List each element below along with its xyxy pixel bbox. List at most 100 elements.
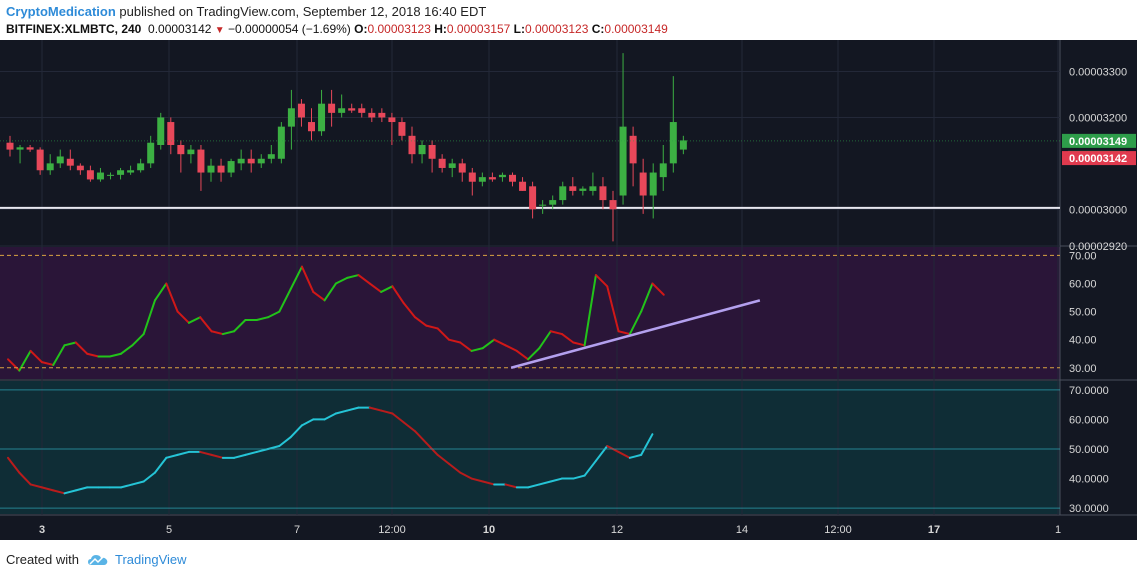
candle[interactable] bbox=[26, 145, 34, 152]
tradingview-link[interactable]: TradingView bbox=[114, 552, 187, 567]
candle[interactable] bbox=[257, 154, 265, 168]
candle[interactable] bbox=[96, 167, 104, 182]
time-tick-label: 12 bbox=[611, 524, 623, 536]
candle[interactable] bbox=[609, 190, 617, 242]
candle[interactable] bbox=[458, 158, 466, 182]
candle[interactable] bbox=[127, 165, 135, 175]
candle[interactable] bbox=[579, 186, 587, 196]
candle[interactable] bbox=[76, 163, 84, 175]
candle[interactable] bbox=[398, 117, 406, 141]
candle[interactable] bbox=[348, 103, 356, 113]
candle[interactable] bbox=[388, 112, 396, 145]
candle[interactable] bbox=[66, 149, 74, 171]
candle[interactable] bbox=[187, 145, 195, 164]
stoch-line-segment bbox=[153, 456, 168, 474]
candle[interactable] bbox=[86, 165, 94, 182]
candle[interactable] bbox=[559, 181, 567, 205]
candle[interactable] bbox=[368, 108, 376, 123]
candle[interactable] bbox=[297, 99, 305, 127]
candle[interactable] bbox=[529, 181, 537, 219]
stoch-tick-label: 50.0000 bbox=[1069, 444, 1109, 456]
candle-body bbox=[679, 140, 687, 150]
candle-body bbox=[217, 165, 225, 173]
candle-body bbox=[96, 172, 104, 180]
candle[interactable] bbox=[207, 158, 215, 182]
candle-body bbox=[378, 112, 386, 118]
candle[interactable] bbox=[157, 112, 165, 150]
candle[interactable] bbox=[448, 158, 456, 178]
candle[interactable] bbox=[287, 89, 295, 150]
candle[interactable] bbox=[649, 163, 657, 219]
candle[interactable] bbox=[539, 200, 547, 214]
candle[interactable] bbox=[237, 149, 245, 171]
candle[interactable] bbox=[197, 145, 205, 191]
rsi-line-segment bbox=[63, 341, 77, 347]
candle[interactable] bbox=[488, 172, 496, 182]
chart-area[interactable]: 0.00003300 0.00003200 0.00003000 0.00002920… bbox=[0, 0, 1137, 540]
candle[interactable] bbox=[509, 172, 516, 187]
candle[interactable] bbox=[247, 149, 255, 173]
candle[interactable] bbox=[277, 122, 285, 164]
rsi-line-segment bbox=[86, 352, 100, 358]
candle[interactable] bbox=[177, 140, 185, 173]
candle[interactable] bbox=[227, 158, 235, 178]
candle[interactable] bbox=[308, 108, 315, 141]
last-price: 0.00003142 bbox=[148, 22, 212, 36]
candle[interactable] bbox=[679, 135, 687, 155]
candle[interactable] bbox=[478, 172, 486, 187]
rsi-trendline[interactable] bbox=[510, 299, 761, 369]
candle[interactable] bbox=[16, 145, 24, 164]
candle[interactable] bbox=[549, 195, 557, 210]
candle[interactable] bbox=[669, 76, 677, 173]
candle[interactable] bbox=[137, 158, 145, 173]
candle[interactable] bbox=[117, 167, 125, 180]
symbol-name[interactable]: BITFINEX:XLMBTC bbox=[6, 22, 115, 36]
candle[interactable] bbox=[428, 140, 436, 173]
stoch-line-segment bbox=[278, 436, 292, 448]
candle-body bbox=[619, 126, 627, 196]
candle[interactable] bbox=[338, 94, 346, 118]
rsi-line-segment bbox=[357, 274, 371, 285]
candle[interactable] bbox=[569, 177, 577, 196]
interval[interactable]: 240 bbox=[121, 22, 142, 36]
candle[interactable] bbox=[36, 147, 44, 175]
stoch-line-segment bbox=[368, 406, 383, 412]
candle-body bbox=[297, 103, 305, 118]
candle[interactable] bbox=[318, 89, 326, 136]
time-tick-label: 14 bbox=[736, 524, 748, 536]
candle[interactable] bbox=[6, 135, 14, 157]
candle[interactable] bbox=[358, 103, 366, 118]
candle[interactable] bbox=[418, 140, 426, 164]
close-price-label: 0.00003149 bbox=[1069, 136, 1127, 148]
open-value: 0.00003123 bbox=[367, 22, 431, 36]
author-link[interactable]: CryptoMedication bbox=[6, 4, 116, 19]
candle[interactable] bbox=[167, 117, 175, 155]
rsi-line-segment bbox=[153, 282, 168, 302]
candle[interactable] bbox=[408, 126, 416, 164]
candle[interactable] bbox=[599, 177, 607, 210]
candle[interactable] bbox=[217, 158, 225, 182]
candle[interactable] bbox=[267, 145, 275, 164]
rsi-line-segment bbox=[323, 282, 337, 302]
candle[interactable] bbox=[438, 154, 446, 173]
candle[interactable] bbox=[468, 167, 476, 196]
candle[interactable] bbox=[378, 108, 386, 123]
candle[interactable] bbox=[619, 53, 627, 205]
candle[interactable] bbox=[328, 89, 336, 127]
stoch-line-segment bbox=[63, 489, 77, 495]
candle[interactable] bbox=[519, 177, 527, 191]
candle-body bbox=[509, 174, 516, 182]
rsi-line-segment bbox=[346, 274, 360, 279]
candle[interactable] bbox=[46, 154, 54, 175]
candle[interactable] bbox=[107, 172, 114, 180]
time-tick-label: 7 bbox=[294, 524, 300, 536]
candle[interactable] bbox=[629, 126, 637, 187]
candle[interactable] bbox=[589, 172, 597, 196]
candle[interactable] bbox=[639, 158, 647, 214]
stoch-line-segment bbox=[481, 480, 496, 486]
candle[interactable] bbox=[56, 149, 64, 168]
candle[interactable] bbox=[498, 172, 506, 182]
candle[interactable] bbox=[659, 145, 667, 191]
candle-body bbox=[368, 112, 376, 118]
